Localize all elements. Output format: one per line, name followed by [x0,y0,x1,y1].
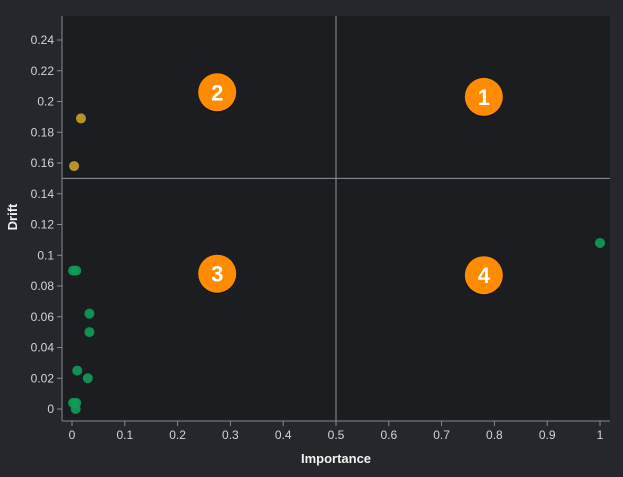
y-tick-label: 0.16 [31,156,55,170]
quadrant-badge-3 [198,254,237,293]
quadrant-badge-label: 3 [211,262,223,287]
high-drift-point[interactable] [75,113,86,124]
x-tick-label: 0.1 [116,428,133,442]
y-tick-label: 0.04 [31,341,55,355]
x-tick-label: 0.2 [169,428,186,442]
y-tick-label: 0.14 [31,187,55,201]
quadrant-badge-2 [198,73,237,112]
low-drift-point[interactable] [595,237,605,248]
y-tick-label: 0.24 [31,33,55,47]
y-tick-label: 0.2 [37,95,54,109]
quadrant-badge-1 [464,77,503,116]
x-tick-label: 0.8 [486,428,503,442]
y-tick-label: 0 [47,402,54,416]
quadrant-badge-label: 2 [211,80,223,105]
x-tick-label: 0.3 [222,428,239,442]
low-drift-point[interactable] [84,327,95,338]
y-tick-label: 0.22 [31,64,55,78]
low-drift-point[interactable] [84,308,95,319]
low-drift-point[interactable] [72,365,83,376]
low-drift-point[interactable] [70,404,81,414]
x-tick-label: 0 [69,428,76,442]
x-tick-label: 0.7 [433,428,450,442]
y-tick-label: 0.02 [31,371,55,385]
y-tick-label: 0.1 [37,248,54,262]
x-tick-label: 0.4 [275,428,292,442]
low-drift-point[interactable] [82,373,93,384]
x-tick-label: 1 [597,428,604,442]
quadrant-badge-4 [464,256,503,295]
quadrant-badge-label: 1 [478,85,490,110]
y-axis-title: Drift [5,203,20,230]
x-tick-label: 0.5 [328,428,345,442]
x-axis-title: Importance [301,451,371,466]
y-tick-label: 0.08 [31,279,55,293]
y-tick-label: 0.18 [31,125,55,139]
x-tick-label: 0.9 [539,428,556,442]
high-drift-point[interactable] [69,161,80,172]
y-tick-label: 0.06 [31,310,55,324]
low-drift-point[interactable] [71,265,82,276]
y-tick-label: 0.12 [31,218,55,232]
quadrant-badge-label: 4 [478,263,491,288]
x-tick-label: 0.6 [380,428,397,442]
